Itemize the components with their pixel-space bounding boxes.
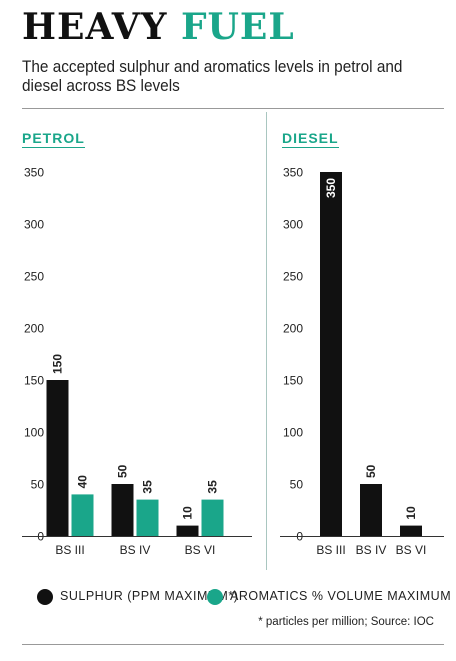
petrol-category-label: BS IV [120, 543, 151, 557]
petrol-category-label: BS VI [185, 543, 216, 557]
petrol-data-label: 50 [116, 464, 130, 478]
diesel-ytick-label: 50 [290, 478, 304, 492]
petrol-bar-sulphur [176, 525, 199, 536]
petrol-bar-sulphur [111, 484, 134, 536]
petrol-panel-label: PETROL [22, 130, 85, 148]
diesel-category-label: BS IV [356, 543, 387, 557]
diesel-data-label: 350 [324, 178, 338, 198]
diesel-ytick-label: 300 [283, 218, 303, 232]
petrol-data-label: 40 [76, 475, 90, 489]
petrol-bar-aromatics [201, 499, 224, 536]
diesel-ytick-label: 250 [283, 270, 303, 284]
chart-title: HEAVY FUEL [22, 6, 295, 48]
top-rule [22, 108, 444, 109]
diesel-bar-sulphur [320, 172, 342, 536]
diesel-ytick-label: 100 [283, 426, 303, 440]
diesel-ytick-label: 150 [283, 374, 303, 388]
title-main: HEAVY [22, 6, 168, 48]
diesel-bar-sulphur [360, 484, 382, 536]
petrol-ytick-label: 50 [31, 478, 45, 492]
petrol-bar-aromatics [71, 494, 94, 536]
petrol-ytick-label: 150 [24, 374, 44, 388]
diesel-bar-sulphur [400, 525, 422, 536]
petrol-ytick-label: 350 [24, 166, 44, 180]
diesel-ytick-label: 200 [283, 322, 303, 336]
legend-sulphur-label: SULPHUR (PPM MAXIMUM*) [60, 589, 239, 603]
legend-aromatics-swatch [207, 589, 223, 605]
diesel-panel-label: DIESEL [282, 130, 339, 148]
petrol-category-label: BS III [55, 543, 84, 557]
petrol-ytick-label: 200 [24, 322, 44, 336]
petrol-data-label: 150 [51, 354, 65, 374]
legend-sulphur-swatch [37, 589, 53, 605]
diesel-data-label: 10 [404, 506, 418, 520]
chart-subtitle: The accepted sulphur and aromatics level… [22, 58, 403, 95]
petrol-data-label: 35 [141, 480, 155, 494]
diesel-category-label: BS III [316, 543, 345, 557]
petrol-ytick-label: 250 [24, 270, 44, 284]
petrol-ytick-label: 100 [24, 426, 44, 440]
diesel-data-label: 50 [364, 464, 378, 478]
legend-aromatics-label: AROMATICS % VOLUME MAXIMUM [230, 589, 452, 603]
legend: SULPHUR (PPM MAXIMUM*) AROMATICS % VOLUM… [22, 588, 452, 608]
petrol-bar-sulphur [46, 380, 69, 536]
petrol-ytick-label: 300 [24, 218, 44, 232]
diesel-ytick-label: 350 [283, 166, 303, 180]
footnote: * particles per million; Source: IOC [258, 616, 434, 628]
panel-divider [266, 112, 267, 570]
petrol-bar-aromatics [136, 499, 159, 536]
petrol-data-label: 35 [206, 480, 220, 494]
diesel-category-label: BS VI [396, 543, 427, 557]
petrol-data-label: 10 [181, 506, 195, 520]
title-accent: FUEL [180, 6, 295, 48]
bottom-rule [22, 644, 444, 645]
